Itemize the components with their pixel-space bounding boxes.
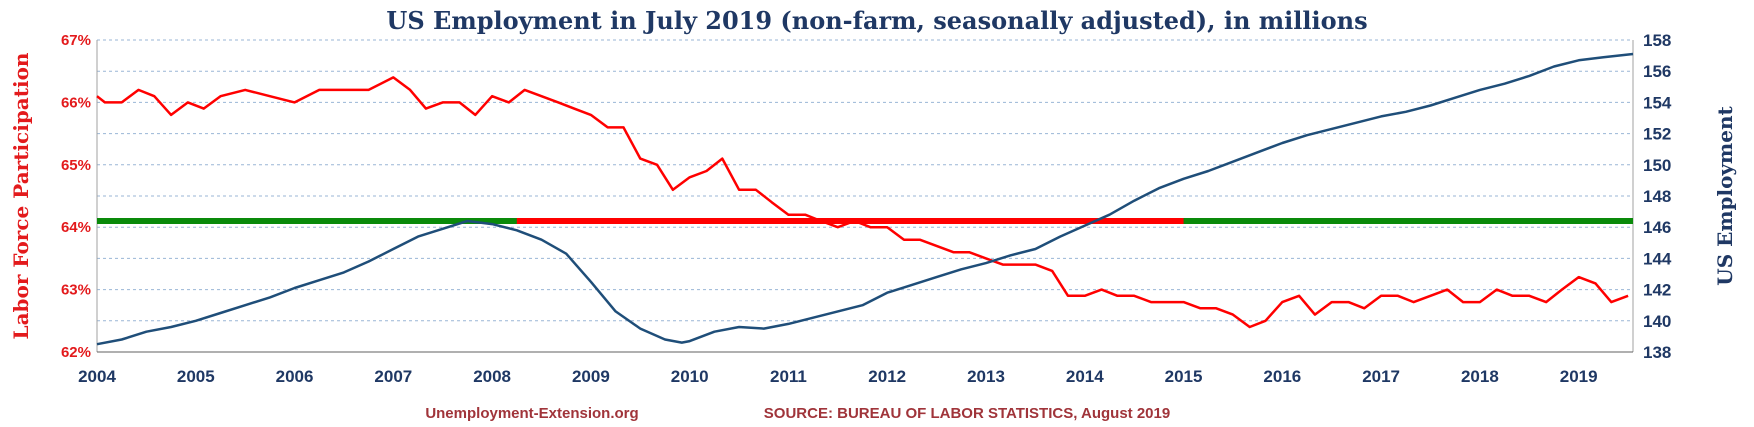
footer-site: Unemployment-Extension.org <box>425 405 638 422</box>
y-right-tick-label: 156 <box>1643 62 1671 81</box>
x-tick-label: 2004 <box>78 367 116 386</box>
y-left-tick-label: 63% <box>61 282 91 299</box>
x-tick-label: 2009 <box>572 367 610 386</box>
y-right-tick-label: 148 <box>1643 187 1671 206</box>
x-tick-label: 2011 <box>770 367 807 386</box>
y-right-tick-label: 150 <box>1643 156 1671 175</box>
y-right-tick-label: 146 <box>1643 218 1671 237</box>
tick-labels: 138 140 142 144 146 148 150 152 154 156 158 62% 63% 6… <box>61 31 1672 386</box>
x-tick-label: 2008 <box>473 367 511 386</box>
x-tick-label: 2010 <box>671 367 709 386</box>
y-right-tick-label: 158 <box>1643 31 1671 50</box>
series-employment-line <box>96 52 1634 346</box>
y-right-tick-label: 140 <box>1643 312 1671 331</box>
y-right-tick-label: 144 <box>1643 249 1672 268</box>
x-tick-label: 2014 <box>1066 367 1104 386</box>
footer-source: SOURCE: BUREAU OF LABOR STATISTICS, Augu… <box>764 405 1170 422</box>
y-left-tick-label: 66% <box>61 94 91 111</box>
x-tick-label: 2006 <box>276 367 314 386</box>
series-lines <box>96 52 1634 346</box>
y-left-tick-label: 67% <box>61 32 91 49</box>
grid-lines <box>97 39 1633 322</box>
x-tick-label: 2005 <box>177 367 215 386</box>
x-tick-label: 2016 <box>1263 367 1301 386</box>
x-tick-label: 2015 <box>1165 367 1203 386</box>
x-tick-label: 2007 <box>374 367 412 386</box>
y-axis-right-label: US Employment <box>1713 106 1737 286</box>
y-left-tick-label: 65% <box>61 157 91 174</box>
x-tick-label: 2017 <box>1362 367 1400 386</box>
y-right-tick-label: 152 <box>1643 125 1671 144</box>
x-tick-label: 2012 <box>868 367 906 386</box>
x-tick-label: 2013 <box>967 367 1005 386</box>
y-right-tick-label: 154 <box>1643 93 1672 112</box>
series-participation-line <box>96 76 1629 329</box>
y-left-tick-label: 64% <box>61 219 91 236</box>
x-tick-label: 2018 <box>1461 367 1499 386</box>
y-left-tick-label: 62% <box>61 344 91 361</box>
y-axis-left-label: Labor Force Participation <box>9 52 33 339</box>
y-right-tick-label: 142 <box>1643 281 1671 300</box>
x-tick-label: 2019 <box>1560 367 1598 386</box>
y-right-tick-label: 138 <box>1643 343 1671 362</box>
chart-title: US Employment in July 2019 (non-farm, se… <box>386 6 1367 35</box>
